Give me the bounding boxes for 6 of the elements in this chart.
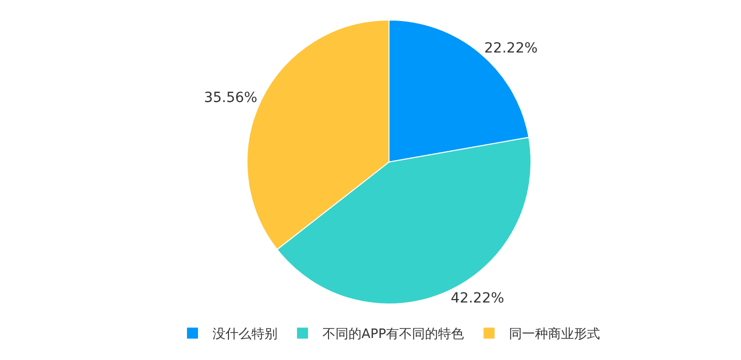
legend-label: 同一种商业形式 xyxy=(509,327,600,342)
data-label: 42.22% xyxy=(450,290,504,306)
legend-label: 不同的APP有不同的特色 xyxy=(322,327,464,342)
data-label: 22.22% xyxy=(484,40,538,57)
data-label: 35.56% xyxy=(204,90,258,106)
legend-label: 没什么特别 xyxy=(212,327,278,342)
